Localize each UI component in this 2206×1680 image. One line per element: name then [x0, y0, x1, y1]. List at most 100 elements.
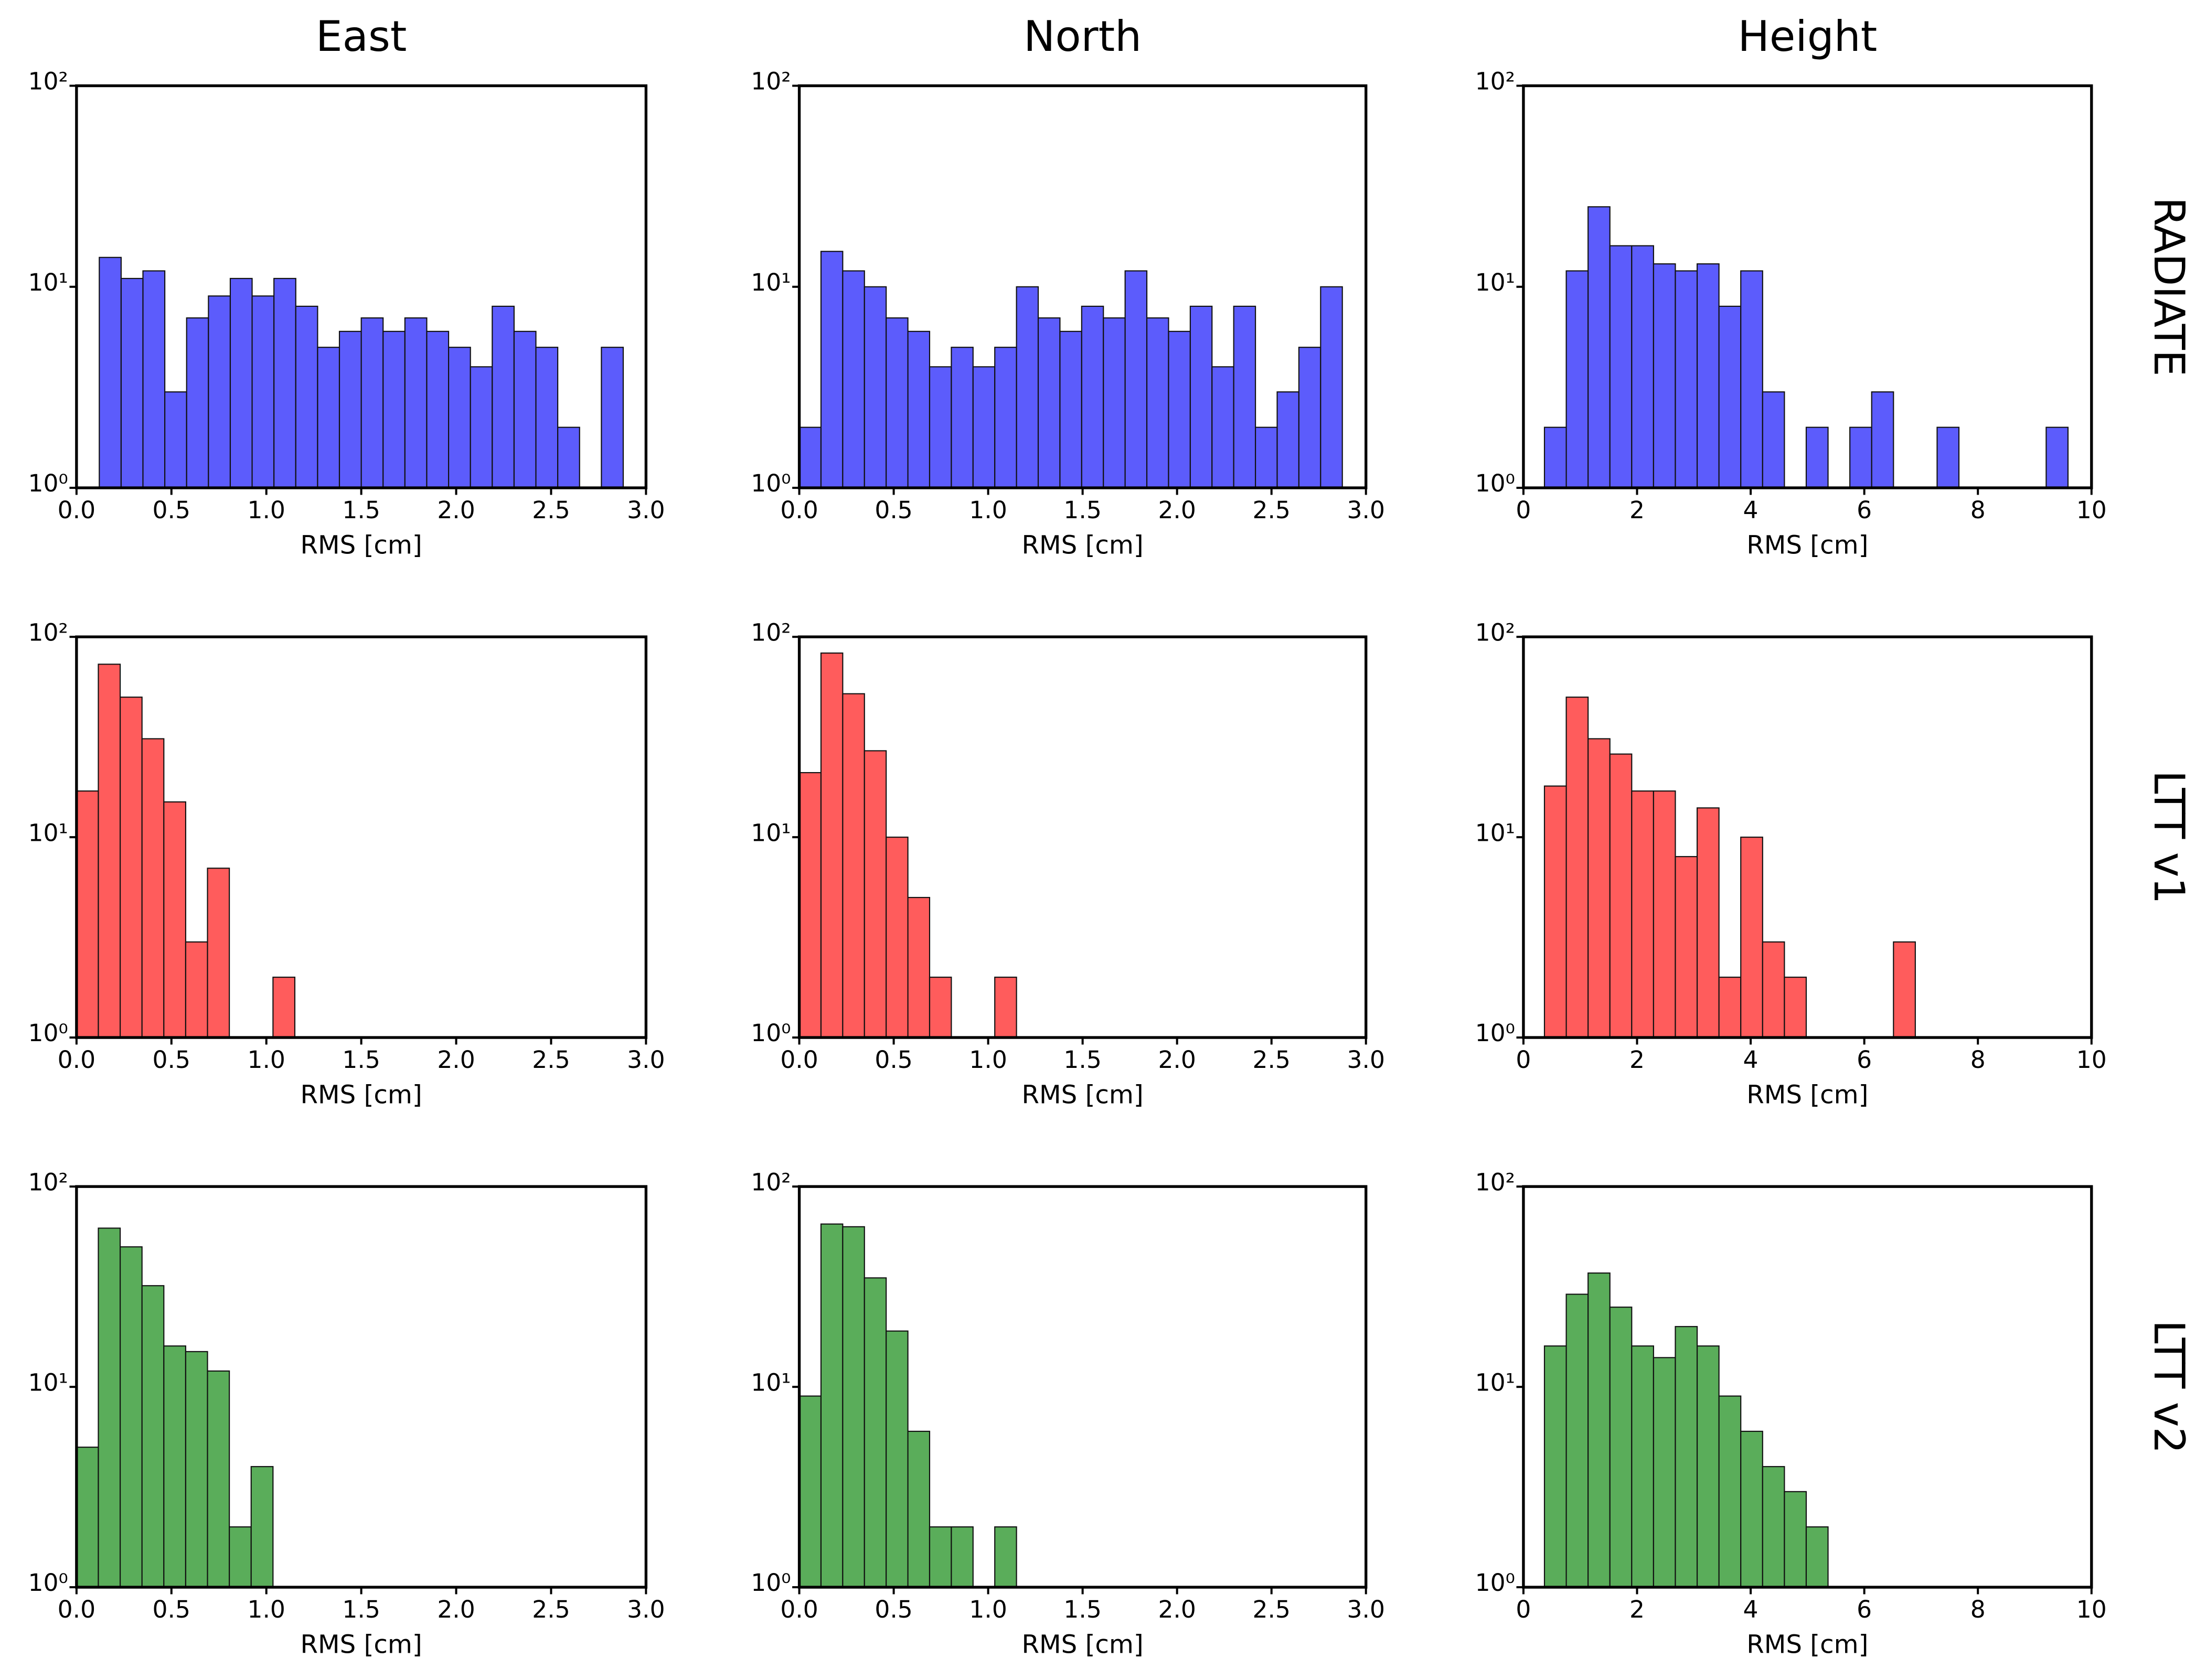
bar: [448, 347, 471, 489]
y-tick-label: 10¹: [1475, 269, 1515, 296]
bar: [1124, 270, 1148, 489]
bar: [1233, 305, 1256, 489]
x-tick-label: 0.0: [780, 1046, 818, 1074]
x-tick-label: 10: [2076, 496, 2107, 524]
x-tick-label: 1.5: [1063, 1046, 1101, 1074]
bar: [1871, 391, 1894, 489]
bar: [120, 697, 143, 1039]
bar: [1696, 807, 1720, 1039]
x-tick-label: 3.0: [1347, 1046, 1385, 1074]
x-tick-label: 2.0: [437, 1596, 475, 1623]
y-tick-label: 10⁰: [28, 1019, 68, 1047]
y-tick-label: 10¹: [751, 269, 791, 296]
bar: [1587, 1272, 1611, 1588]
bar: [907, 330, 931, 489]
y-tick-label: 10¹: [751, 1368, 791, 1396]
x-tick-label: 2.0: [437, 1046, 475, 1074]
panel: 0.0 0.5 1.0 1.5 2.0 2.5 3.0 10⁰ 10¹ 10² RMS [cm]: [751, 618, 1385, 1109]
bar: [1211, 366, 1234, 489]
bar: [1320, 286, 1343, 489]
bar: [1675, 856, 1698, 1039]
bar: [1762, 1466, 1785, 1588]
x-tick-label: 2.0: [1158, 1046, 1196, 1074]
y-tick-label: 10¹: [1475, 819, 1515, 847]
bar: [907, 897, 931, 1039]
bar: [929, 1526, 952, 1588]
bar: [1059, 330, 1082, 489]
bar: [842, 693, 865, 1039]
bar: [601, 347, 624, 489]
bar: [1543, 1345, 1567, 1588]
bar: [886, 1330, 909, 1588]
y-tick-label: 10¹: [28, 1368, 68, 1396]
bar: [907, 1430, 931, 1588]
x-axis-label: RMS [cm]: [1746, 1630, 1868, 1660]
y-tick-label: 10⁰: [28, 469, 68, 497]
bar: [470, 366, 493, 489]
bar: [426, 330, 450, 489]
bar: [98, 664, 121, 1039]
row-title: LTT v2: [2145, 1320, 2194, 1454]
bar: [186, 317, 209, 489]
bar: [1146, 317, 1169, 489]
bar: [1740, 1430, 1763, 1588]
bar: [1543, 785, 1567, 1039]
bar: [229, 277, 253, 489]
bar: [1718, 305, 1742, 489]
bar: [820, 1223, 844, 1588]
bar: [185, 941, 208, 1039]
y-tick-label: 10¹: [751, 819, 791, 847]
column-title: Height: [1738, 12, 1877, 61]
y-tick-label: 10²: [751, 1168, 791, 1196]
x-tick-label: 2: [1629, 496, 1645, 524]
x-tick-label: 2.0: [437, 496, 475, 524]
bar: [272, 977, 296, 1039]
bar: [1081, 305, 1104, 489]
bar: [864, 1277, 887, 1588]
x-tick-label: 2.5: [532, 1596, 570, 1623]
y-tick-label: 10²: [28, 1168, 68, 1196]
bar: [229, 1526, 252, 1588]
bar: [972, 366, 996, 489]
y-tick-label: 10⁰: [1475, 1019, 1515, 1047]
bar: [1849, 426, 1872, 489]
bar: [141, 1285, 165, 1588]
x-tick-label: 8: [1970, 1596, 1986, 1623]
bar: [1805, 426, 1829, 489]
x-tick-label: 0.0: [780, 496, 818, 524]
x-tick-label: 3.0: [627, 496, 665, 524]
x-tick-label: 1.5: [342, 1046, 380, 1074]
bar: [163, 1345, 186, 1588]
x-axis-label: RMS [cm]: [1022, 1630, 1144, 1660]
y-tick-label: 10¹: [28, 819, 68, 847]
bar: [338, 330, 362, 489]
x-tick-label: 10: [2076, 1046, 2107, 1074]
x-tick-label: 2.0: [1158, 1596, 1196, 1623]
bar: [185, 1351, 208, 1588]
bar: [295, 305, 318, 489]
y-tick-label: 10¹: [1475, 1368, 1515, 1396]
bar: [164, 391, 187, 489]
x-tick-label: 0.0: [58, 1596, 95, 1623]
x-tick-label: 3.0: [627, 1596, 665, 1623]
bar: [76, 790, 99, 1039]
x-tick-label: 1.0: [247, 1046, 285, 1074]
bar: [141, 738, 165, 1039]
y-tick-label: 10⁰: [1475, 1569, 1515, 1597]
bar: [864, 286, 887, 489]
bar: [360, 317, 384, 489]
x-tick-label: 0.0: [780, 1596, 818, 1623]
bar: [76, 1447, 99, 1588]
bar: [1653, 263, 1676, 489]
bar: [1276, 391, 1299, 489]
x-tick-label: 4: [1743, 496, 1759, 524]
y-tick-label: 10²: [1475, 1168, 1515, 1196]
bar: [1565, 1293, 1589, 1588]
bar: [1609, 753, 1633, 1039]
panel: 0.0 0.5 1.0 1.5 2.0 2.5 3.0 10⁰ 10¹ 10² RMS [cm]: [28, 68, 665, 560]
bar: [2045, 426, 2069, 489]
bar: [929, 977, 952, 1039]
x-tick-label: 0: [1516, 1046, 1531, 1074]
